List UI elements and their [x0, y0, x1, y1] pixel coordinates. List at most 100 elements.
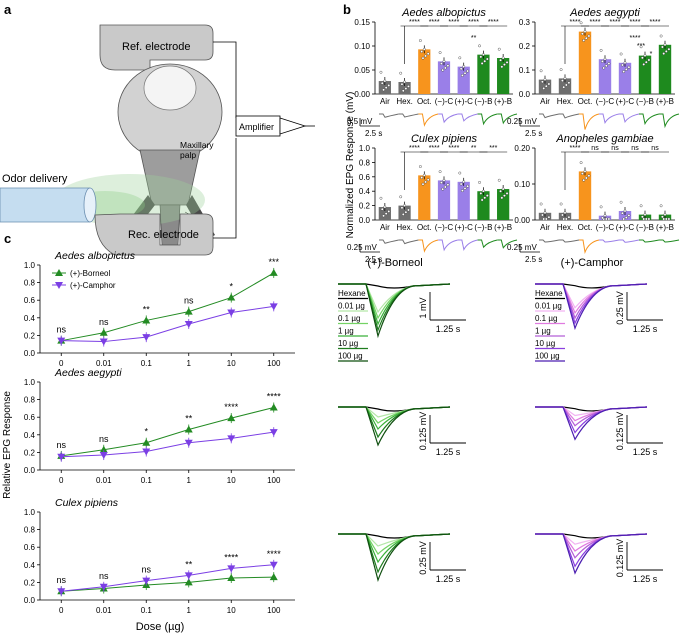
data-point [442, 59, 446, 63]
data-point [497, 47, 501, 51]
epg-trace [398, 113, 419, 118]
category-label: (−)-B [474, 223, 492, 232]
data-point [587, 174, 591, 178]
sig-label: **** [650, 19, 661, 26]
data-point [623, 61, 627, 65]
data-point [483, 196, 487, 200]
data-point [424, 180, 427, 184]
dose-trace [338, 283, 451, 339]
data-point [485, 57, 489, 61]
category-label: (+)-B [494, 223, 512, 232]
epg-trace [497, 113, 518, 125]
data-point [418, 39, 422, 42]
category-label: Oct. [417, 97, 432, 106]
data-point [604, 217, 608, 221]
data-point [462, 180, 466, 184]
bar-chart-title: Culex pipiens [411, 133, 478, 145]
series-marker-1 [142, 334, 151, 342]
odor-tube [0, 187, 91, 223]
bar-chart-3: Anopheles gambiae 0.00 0.10 0.20 Air Hex. Oct.… [507, 133, 680, 264]
data-point [663, 213, 667, 217]
sig-label: **** [468, 19, 479, 26]
scale-v-label: 0.25 mV [507, 243, 537, 252]
panel-b-charts: Aedes albopictus 0.00 0.05 0.10 0.15 Air Hex. O… [347, 7, 680, 264]
data-point [622, 70, 626, 74]
data-point [379, 196, 383, 200]
bar [457, 181, 470, 220]
series-marker-0 [184, 578, 193, 586]
series-marker-1 [99, 338, 108, 346]
data-point [601, 60, 604, 63]
data-point [458, 56, 462, 60]
data-point [664, 217, 668, 221]
ref-electrode-label: Ref. electrode [122, 41, 190, 53]
y-tick-label: 0.8 [24, 279, 36, 288]
data-point [422, 47, 426, 51]
data-point [602, 66, 606, 70]
dose-trace [338, 406, 451, 447]
x-tick-label: 10 [227, 476, 236, 485]
category-label: (−)-C [435, 223, 454, 232]
data-point [623, 209, 627, 213]
series-marker-1 [269, 429, 278, 437]
x-tick-label: 1 [187, 359, 192, 368]
data-point [619, 52, 623, 56]
data-point [663, 43, 667, 47]
scale-t-label: 2.5 s [525, 255, 542, 264]
category-label: (−)-B [636, 97, 654, 106]
y-tick-label: 0.0 [519, 90, 531, 99]
scale-t-label: 1.25 s [436, 574, 461, 584]
sig-label: **** [610, 19, 621, 26]
data-point [500, 196, 504, 200]
data-point [582, 178, 586, 182]
data-point [544, 217, 548, 221]
amplifier-label: Amplifier [239, 122, 274, 132]
data-point [459, 182, 463, 186]
data-point [584, 36, 588, 40]
dose-legend-label: 100 µg [338, 352, 363, 361]
dose-chart-title: Culex pipiens [55, 497, 119, 509]
category-label: Oct. [417, 223, 432, 232]
data-point [407, 85, 410, 88]
series-marker-0 [227, 293, 236, 301]
sig-label: ns [591, 145, 599, 152]
dose-legend-label: 1 µg [338, 327, 354, 336]
data-point [624, 68, 628, 71]
data-point [547, 215, 551, 219]
series-marker-1 [184, 439, 193, 447]
dose-trace [535, 533, 648, 545]
sig-label: ns [611, 145, 619, 152]
significance-label: **** [224, 402, 239, 412]
series-marker-0 [142, 438, 151, 446]
epg-trace [619, 113, 640, 123]
dose-chart-title: Aedes albopictus [54, 250, 136, 262]
sig-extra: **** [630, 35, 641, 42]
scale-t-label: 2.5 s [525, 129, 542, 138]
data-point [644, 60, 648, 64]
panel-label-b: b [343, 2, 351, 17]
dose-legend-label: 0.1 µg [338, 314, 360, 323]
data-point [601, 216, 604, 220]
bar [658, 44, 672, 94]
data-point [544, 84, 548, 88]
amplifier-symbol [279, 117, 307, 135]
epg-trace [559, 113, 580, 119]
y-tick-label: 0.6 [24, 296, 36, 305]
scale-v-label: 0.25 mV [347, 243, 377, 252]
y-tick-label: 0.2 [519, 42, 531, 51]
data-point [499, 58, 502, 62]
trace-group-camphor: 0.125 mV 1.25 s [535, 406, 663, 457]
data-point [426, 52, 430, 56]
data-point [603, 214, 607, 218]
series-marker-1 [142, 448, 151, 456]
category-label: Oct. [578, 97, 593, 106]
dose-trace [338, 533, 451, 582]
x-tick-label: 0.1 [141, 359, 153, 368]
significance-label: ns [56, 575, 66, 585]
series-line-0 [61, 272, 275, 342]
epg-trace [457, 113, 478, 122]
data-point [478, 44, 481, 48]
significance-label: ns [99, 434, 109, 444]
bar [618, 62, 632, 94]
panel-c-xlabel: Dose (µg) [136, 621, 185, 633]
